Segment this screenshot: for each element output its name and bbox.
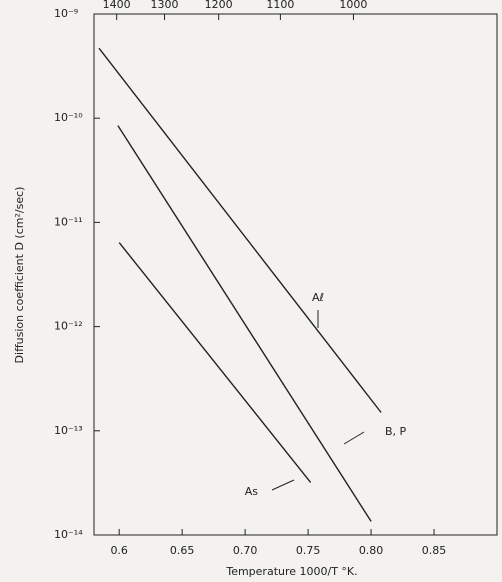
series-line	[99, 48, 381, 412]
y-tick-label: 10⁻¹⁴	[54, 528, 83, 541]
series-label: B, P	[385, 425, 407, 438]
x-tick-label: 0.75	[296, 544, 321, 557]
annotation-arrow	[272, 480, 294, 490]
plot-frame	[94, 14, 497, 535]
series-line	[119, 243, 310, 483]
x-axis-label: Temperature 1000/T °K.	[225, 565, 357, 578]
chart: Diffusion coefficient D (cm²/sec) Temper…	[0, 0, 502, 582]
x-tick-label: 0.65	[170, 544, 195, 557]
x-tick-label: 0.85	[422, 544, 447, 557]
series-label: As	[245, 485, 259, 498]
annotation-arrow	[344, 432, 364, 444]
y-axis-label: Diffusion coefficient D (cm²/sec)	[13, 187, 26, 364]
y-tick-label: 10⁻¹¹	[54, 215, 83, 228]
x-tick-label: 0.70	[233, 544, 258, 557]
series-label: Aℓ	[312, 291, 324, 304]
x2-tick-label: 1400	[103, 0, 131, 11]
series-line	[118, 126, 371, 522]
x2-tick-label: 1200	[205, 0, 233, 11]
y-tick-label: 10⁻¹²	[54, 320, 83, 333]
y-tick-label: 10⁻¹³	[54, 424, 83, 437]
x-tick-label: 0.80	[359, 544, 384, 557]
x2-tick-label: 1000	[339, 0, 367, 11]
x2-tick-label: 1300	[151, 0, 179, 11]
x2-tick-label: 1100	[266, 0, 294, 11]
y-tick-label: 10⁻⁹	[54, 7, 78, 20]
x-tick-label: 0.6	[110, 544, 128, 557]
y-tick-label: 10⁻¹⁰	[54, 111, 83, 124]
